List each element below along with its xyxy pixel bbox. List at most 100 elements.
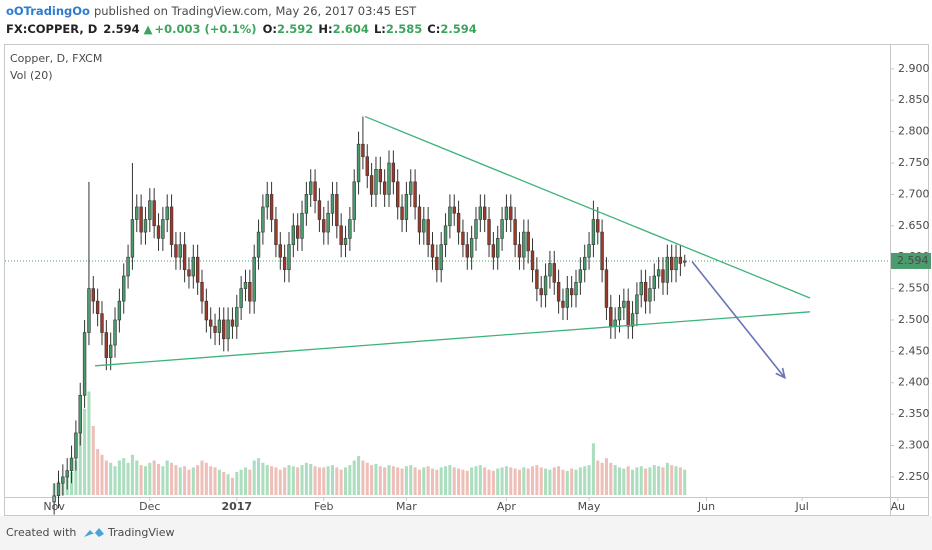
volume-bar bbox=[570, 468, 574, 495]
candle-body bbox=[235, 307, 239, 327]
volume-bar bbox=[526, 468, 530, 495]
volume-bar bbox=[226, 474, 230, 495]
trend-line bbox=[364, 115, 811, 299]
candle-body bbox=[274, 219, 278, 245]
tradingview-logo bbox=[84, 528, 104, 537]
volume-bar bbox=[544, 468, 548, 495]
volume-bar bbox=[683, 469, 687, 495]
candle-body bbox=[165, 206, 169, 220]
volume-bar bbox=[252, 460, 256, 495]
volume-bar bbox=[87, 391, 91, 495]
price-tick-label: 2.300 bbox=[898, 439, 930, 452]
candle-body bbox=[652, 275, 656, 289]
volume-bar bbox=[78, 431, 82, 495]
volume-bar bbox=[591, 443, 595, 495]
volume-bar bbox=[565, 470, 569, 495]
volume-bar bbox=[587, 465, 591, 495]
candle-body bbox=[74, 432, 78, 459]
volume-bar bbox=[348, 465, 352, 495]
volume-bar bbox=[309, 463, 313, 495]
footer bbox=[0, 516, 932, 550]
volume-bar bbox=[430, 468, 435, 495]
volume-bar bbox=[96, 449, 100, 495]
candle-body bbox=[343, 238, 348, 245]
volume-bar bbox=[296, 467, 300, 495]
ohlc-label: O: bbox=[263, 22, 277, 36]
volume-bar bbox=[548, 469, 552, 495]
volume-bar bbox=[91, 426, 95, 495]
ohlc-value: 2.594 bbox=[440, 22, 476, 36]
volume-bar bbox=[426, 466, 430, 495]
volume-bar bbox=[648, 467, 652, 495]
volume-bar bbox=[326, 466, 330, 495]
price-tick-label: 2.450 bbox=[898, 344, 930, 357]
candle-body bbox=[295, 225, 300, 239]
candle-body bbox=[139, 206, 143, 233]
volume-bar bbox=[100, 454, 104, 495]
candle-body bbox=[669, 256, 674, 271]
volume-bar bbox=[552, 467, 556, 495]
volume-bar bbox=[635, 467, 639, 495]
volume-bar bbox=[370, 465, 374, 495]
candle-body bbox=[304, 194, 309, 214]
candle-body bbox=[400, 206, 404, 220]
candle-body bbox=[622, 300, 626, 308]
chart-title: Copper, D, FXCM bbox=[10, 52, 102, 65]
volume-bar bbox=[452, 467, 456, 495]
arrow-head bbox=[775, 367, 786, 380]
up-arrow: ▲ bbox=[144, 22, 153, 36]
candle-body bbox=[574, 281, 578, 296]
footer-brand[interactable]: TradingView bbox=[107, 526, 174, 539]
candle-body bbox=[478, 206, 483, 220]
volume-bar bbox=[261, 462, 265, 495]
candle-body bbox=[561, 300, 565, 308]
volume-bar bbox=[622, 468, 626, 495]
candle-body bbox=[596, 219, 600, 233]
candle-body bbox=[122, 275, 126, 302]
volume-bar bbox=[530, 466, 535, 495]
candle-body bbox=[409, 181, 413, 195]
time-tick-label: Apr bbox=[497, 500, 517, 513]
volume-bar bbox=[248, 469, 252, 495]
volume-bar bbox=[70, 472, 74, 495]
volume-bar bbox=[613, 465, 617, 495]
candle-body bbox=[482, 206, 487, 220]
price-tick-label: 2.650 bbox=[898, 219, 930, 232]
candle-body bbox=[135, 206, 139, 220]
volume-bar bbox=[609, 462, 613, 495]
candle-body bbox=[435, 256, 439, 271]
volume-bar bbox=[335, 467, 339, 495]
ohlc-value: 2.604 bbox=[333, 22, 369, 36]
candle-body bbox=[78, 394, 82, 434]
candle-body bbox=[452, 206, 456, 214]
volume-bar bbox=[209, 466, 213, 495]
volume-bar bbox=[417, 469, 421, 495]
volume-bar bbox=[257, 458, 261, 495]
volume-bar bbox=[665, 462, 669, 495]
candle-body bbox=[578, 269, 583, 283]
candle-body bbox=[113, 319, 117, 346]
candle-body bbox=[204, 300, 209, 321]
volume-bar bbox=[539, 467, 543, 495]
volume-bar bbox=[626, 466, 630, 495]
volume-bar bbox=[265, 465, 269, 495]
author[interactable]: oOTradingOo bbox=[6, 4, 90, 18]
ohlc-label: H: bbox=[318, 22, 332, 36]
volume-bar bbox=[574, 469, 578, 495]
candle-body bbox=[643, 281, 648, 302]
price-tick-label: 2.900 bbox=[898, 62, 930, 75]
candle-body bbox=[217, 319, 222, 333]
candle-body bbox=[417, 206, 422, 233]
candle-body bbox=[278, 244, 282, 258]
time-tick-label: Jun bbox=[697, 500, 715, 513]
candle-body bbox=[639, 281, 643, 296]
volume-bar bbox=[522, 467, 526, 495]
volume-bar bbox=[243, 467, 248, 495]
volume-bar bbox=[617, 467, 622, 495]
chart-subtitle: Vol (20) bbox=[10, 69, 53, 82]
candle-body bbox=[535, 269, 539, 289]
volume-bar bbox=[287, 465, 291, 495]
candle-body bbox=[256, 231, 261, 258]
candle-body bbox=[356, 143, 361, 183]
